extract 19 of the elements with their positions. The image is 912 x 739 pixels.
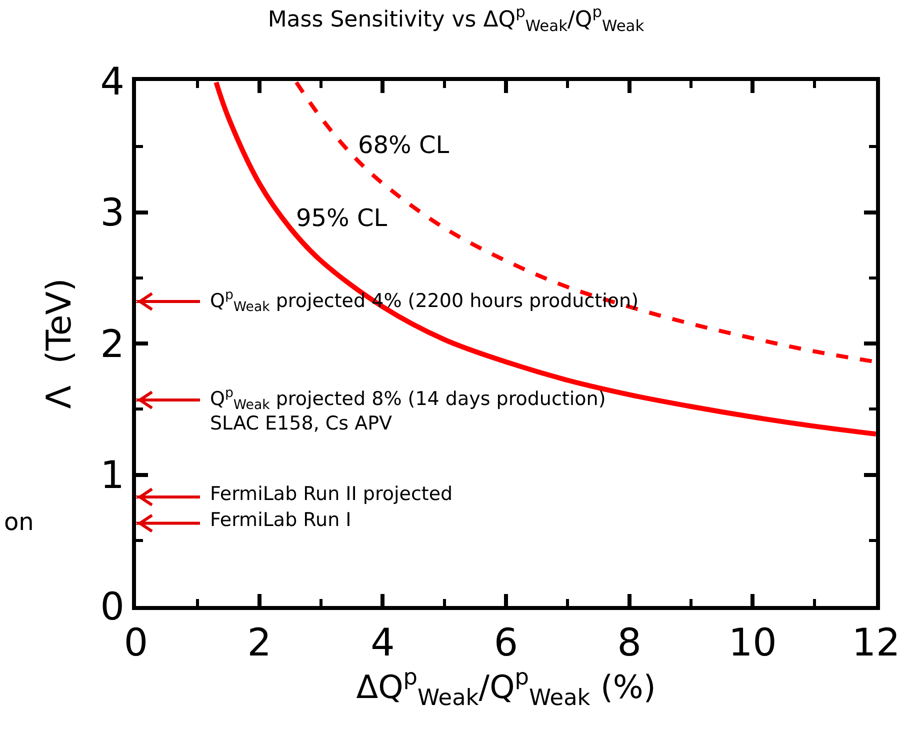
ref-line-label: FermiLab Run II projected	[210, 483, 453, 505]
x-axis-title: ΔQ$^{p}$$_{Weak}$/Q$^{p}$$_{Weak}$ (%)	[356, 664, 656, 711]
x-tick-label: 10	[728, 620, 777, 665]
y-tick-label: 0	[100, 584, 124, 628]
ref-line-label: Q$^{p}$$_{Weak}$ projected 8% (14 days production) SLAC E158, Cs APV	[210, 386, 606, 435]
series-label: 68% CL	[358, 131, 450, 159]
y-axis-title: Λ (TeV)	[39, 278, 80, 409]
ref-line-label: FermiLab Run I	[210, 509, 352, 531]
y-tick-label: 2	[100, 322, 124, 366]
x-tick-label: 2	[247, 620, 272, 665]
series-label: 95% CL	[296, 204, 388, 232]
x-tick-label: 12	[852, 620, 900, 665]
x-tick-label: 6	[494, 620, 518, 665]
text: on	[4, 508, 34, 536]
x-tick-label: 4	[370, 620, 395, 665]
y-tick-label: 1	[100, 453, 124, 498]
x-tick-label: 8	[617, 620, 642, 665]
y-tick-label: 3	[100, 190, 124, 235]
y-tick-label: 4	[100, 59, 124, 104]
